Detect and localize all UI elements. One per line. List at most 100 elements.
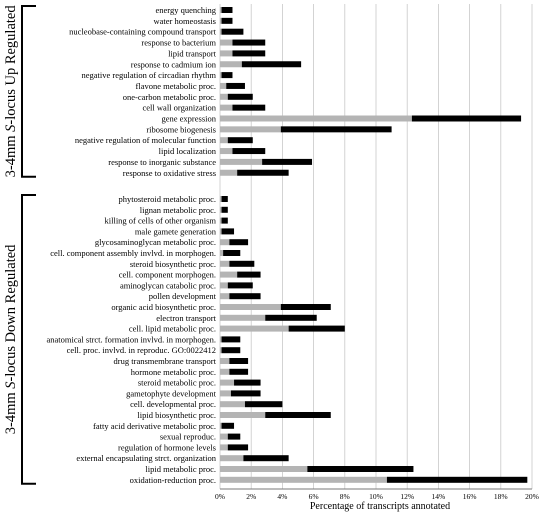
category-label: cell. proc. invlvd. in reproduc. GO:0022…	[67, 345, 216, 355]
bar-segment-black	[229, 293, 261, 300]
bar-segment-black	[232, 148, 266, 155]
bar-segment-grey	[220, 82, 227, 89]
bar-segment-black	[241, 61, 302, 68]
bar-segment-black	[229, 260, 255, 267]
bar-segment-grey	[220, 325, 289, 332]
bar-segment-grey	[220, 314, 266, 321]
category-label: phytosteroid metabolic proc.	[119, 194, 217, 204]
bar-segment-black	[221, 17, 233, 24]
category-label: regulation of hormone levels	[118, 442, 216, 452]
category-label: killing of cells of other organism	[104, 216, 216, 226]
category-label: cell. lipid metabolic proc.	[129, 324, 216, 334]
category-label: anatomical strct. formation invlvd. in m…	[47, 334, 217, 344]
bar-segment-black	[227, 282, 253, 289]
bar-segment-black	[288, 325, 345, 332]
group-label: 3-4mm S-locus Up Regulated	[3, 5, 19, 178]
x-axis-ticks: 0% 2% 4% 6% 8% 10% 12% 14% 16% 18% 20%	[215, 492, 539, 501]
bar-segment-black	[244, 401, 283, 408]
bar-segment-black	[221, 228, 235, 235]
bar-segment-grey	[220, 358, 230, 364]
bar-segment-grey	[220, 466, 308, 472]
bar-segment-black	[232, 50, 266, 57]
bar-segment-grey	[220, 50, 233, 57]
bar-segment-grey	[220, 476, 387, 483]
bar-segment-grey	[220, 455, 244, 462]
bar-segment-black	[232, 39, 266, 46]
bar-segment-black	[229, 239, 249, 246]
bar-segment-grey	[220, 401, 245, 408]
bar-segment-black	[227, 433, 241, 440]
bar-segment-grey	[220, 250, 224, 256]
category-label: sexual reproduc.	[160, 432, 216, 442]
x-tick-label: 2%	[246, 492, 256, 501]
bar-segment-black	[221, 422, 235, 429]
category-label: lipid biosynthetic proc.	[137, 410, 216, 420]
bar-segment-black	[411, 115, 522, 122]
category-label: cell. component morphogen.	[119, 270, 216, 280]
bar-segment-grey	[220, 239, 230, 246]
category-label: steroid biosynthetic proc.	[130, 259, 216, 269]
group-bracket	[21, 194, 36, 485]
category-label: steroid metabolic proc.	[138, 378, 216, 388]
bar-segment-black	[221, 28, 244, 35]
bar-segment-grey	[220, 115, 412, 122]
x-axis-title: Percentage of transcripts annotated	[310, 501, 450, 512]
bar-segment-black	[307, 466, 414, 472]
x-tick-label: 14%	[432, 492, 446, 501]
bar-segment-grey	[220, 137, 228, 144]
category-label: oxidation-reduction proc.	[130, 475, 216, 485]
category-label: cell. component assembly invlvd. in morp…	[50, 248, 216, 258]
bar-segment-grey	[220, 196, 222, 202]
bar-segment-black	[223, 250, 241, 256]
bar-segment-grey	[220, 444, 228, 451]
bar-segment-grey	[220, 7, 222, 13]
bar-segment-black	[221, 72, 233, 79]
category-label: organic acid biosynthetic proc.	[111, 302, 216, 312]
category-label: ribosome biogenesis	[146, 124, 216, 134]
group-brackets: 3-4mm S-locus Up Regulated 3-4mm S-locus …	[3, 5, 36, 485]
x-tick-label: 12%	[400, 492, 414, 501]
x-tick-label: 20%	[525, 492, 539, 501]
x-tick-label: 6%	[309, 492, 319, 501]
bar-segment-black	[229, 368, 249, 375]
bar-segment-black	[221, 336, 241, 343]
category-label: cell. developmental proc.	[130, 399, 216, 409]
bar-segment-grey	[220, 379, 235, 386]
bar-segment-black	[265, 314, 317, 321]
bar-segment-grey	[220, 17, 222, 24]
bar-segment-grey	[220, 126, 281, 133]
bar-segment-black	[221, 196, 228, 202]
bar-segment-black	[227, 444, 249, 451]
category-label: one-carbon metabolic proc.	[123, 92, 216, 102]
bar-segment-grey	[220, 217, 222, 224]
x-tick-label: 18%	[494, 492, 508, 501]
bar-segment-grey	[220, 347, 222, 354]
category-label: gene expression	[161, 114, 216, 124]
bar-segment-grey	[220, 158, 263, 165]
bar-segment-black	[227, 93, 253, 100]
bar-segment-black	[226, 82, 245, 89]
category-label: water homeostasis	[153, 16, 216, 26]
bar-segment-black	[262, 158, 313, 165]
bar-segment-grey	[220, 271, 238, 278]
bar-segment-black	[232, 104, 266, 111]
bar-segment-grey	[220, 61, 242, 68]
category-label: negative regulation of circadian rhythm	[81, 70, 216, 80]
bar-segment-black	[280, 304, 331, 310]
bar-segment-black	[265, 412, 331, 418]
bar-segment-black	[221, 7, 233, 13]
category-label: drug transmembrane transport	[114, 356, 217, 366]
bar-segment-grey	[220, 28, 222, 35]
category-label: gametophyte development	[126, 388, 217, 398]
bar-segment-grey	[220, 412, 266, 418]
bar-segment-grey	[220, 206, 222, 213]
category-label: response to cadmium ion	[131, 59, 217, 69]
bar-segment-grey	[220, 169, 238, 176]
x-tick-label: 0%	[215, 492, 225, 501]
bar-segment-black	[237, 169, 289, 176]
category-label: cell wall organization	[143, 103, 217, 113]
category-label: flavone metabolic proc.	[136, 81, 216, 91]
category-label: external encapsulating strct. organizati…	[76, 453, 216, 463]
